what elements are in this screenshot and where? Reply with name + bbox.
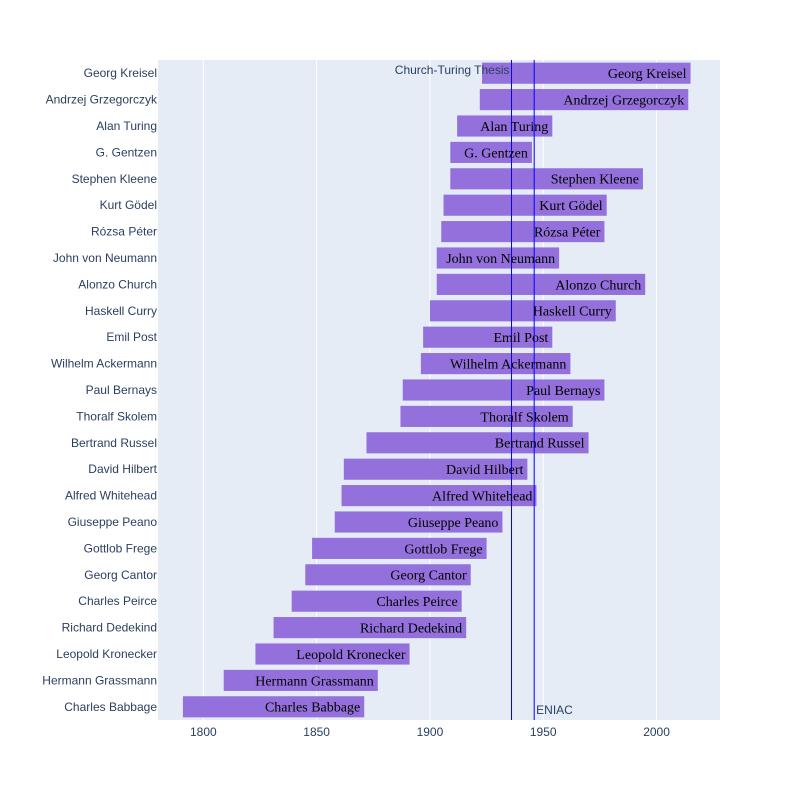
- y-tick-label: Alan Turing: [96, 119, 157, 133]
- bar-label: Paul Bernays: [526, 384, 600, 399]
- bar: [273, 617, 467, 639]
- reference-line-label: Church-Turing Thesis: [395, 63, 510, 77]
- bar-label: Wilhelm Ackermann: [450, 358, 566, 373]
- y-tick-label: G. Gentzen: [96, 145, 157, 159]
- bar: [291, 590, 462, 612]
- bar: [223, 669, 378, 691]
- bar: [341, 485, 537, 507]
- y-tick-label: Hermann Grassmann: [42, 673, 157, 687]
- y-tick-label: Thoralf Skolem: [76, 409, 157, 423]
- bar: [400, 405, 573, 427]
- reference-line-layer: [511, 60, 535, 720]
- bar-label: Charles Babbage: [265, 701, 360, 716]
- x-tick-label: 1950: [530, 725, 557, 739]
- bar: [312, 537, 487, 559]
- bar-label: Bertrand Russel: [495, 437, 585, 452]
- bar-label: Stephen Kleene: [551, 173, 639, 188]
- bar-label: Andrzej Grzegorczyk: [563, 94, 684, 109]
- y-tick-label: Andrzej Grzegorczyk: [46, 93, 158, 107]
- bar: [443, 194, 607, 216]
- bar-layer: [182, 62, 691, 718]
- y-tick-label: Giuseppe Peano: [68, 515, 158, 529]
- bar: [182, 696, 365, 718]
- y-tick-label: Bertrand Russel: [71, 436, 157, 450]
- bar-label: Alan Turing: [480, 120, 548, 135]
- y-tick-label: Charles Babbage: [64, 700, 157, 714]
- bar-label: Alfred Whitehead: [432, 490, 532, 505]
- bar-label: Leopold Kronecker: [296, 648, 406, 663]
- bar: [436, 273, 646, 295]
- bar-label: Richard Dedekind: [360, 622, 462, 637]
- bar-label: John von Neumann: [446, 252, 555, 267]
- bar: [255, 643, 410, 665]
- bar-label: Alonzo Church: [555, 278, 641, 293]
- bar-label: Kurt Gödel: [539, 199, 602, 214]
- x-tick-label: 1850: [303, 725, 330, 739]
- y-tick-label: Emil Post: [106, 330, 157, 344]
- bar-label: Gottlob Frege: [404, 542, 482, 557]
- y-tick-label: Gottlob Frege: [84, 541, 158, 555]
- bar: [436, 247, 560, 269]
- bar-label: Charles Peirce: [376, 595, 457, 610]
- bar: [334, 511, 503, 533]
- y-tick-label: Georg Cantor: [84, 568, 157, 582]
- bar-label: Haskell Curry: [533, 305, 612, 320]
- bar-label: David Hilbert: [446, 463, 523, 478]
- x-tick-label: 1900: [417, 725, 444, 739]
- bar-label: Hermann Grassmann: [255, 674, 374, 689]
- bar: [457, 115, 553, 137]
- bar: [402, 379, 605, 401]
- bar-label: Rózsa Péter: [534, 226, 601, 241]
- y-tick-label: David Hilbert: [88, 462, 157, 476]
- bar-label: Georg Cantor: [390, 569, 467, 584]
- bar: [423, 326, 553, 348]
- label-layer: 1800 1850 1900 1950 2000 Georg Kreisel Georg K…: [42, 63, 686, 739]
- x-tick-label: 2000: [643, 725, 670, 739]
- bar: [429, 300, 616, 322]
- bar: [420, 353, 571, 375]
- y-tick-label: Rózsa Péter: [91, 225, 157, 239]
- bar-label: Emil Post: [493, 331, 548, 346]
- bar: [441, 221, 605, 243]
- y-tick-label: Alfred Whitehead: [65, 489, 157, 503]
- y-tick-label: Richard Dedekind: [62, 621, 157, 635]
- bar: [366, 432, 589, 454]
- bar: [305, 564, 471, 586]
- y-tick-label: Georg Kreisel: [84, 66, 157, 80]
- y-tick-label: Paul Bernays: [86, 383, 157, 397]
- reference-line-label: ENIAC: [536, 703, 573, 717]
- bar: [343, 458, 528, 480]
- y-tick-label: Haskell Curry: [85, 304, 157, 318]
- y-tick-label: Leopold Kronecker: [56, 647, 157, 661]
- y-tick-label: John von Neumann: [53, 251, 157, 265]
- x-tick-label: 1800: [190, 725, 217, 739]
- y-tick-label: Charles Peirce: [78, 594, 157, 608]
- bar: [450, 168, 643, 190]
- y-tick-label: Stephen Kleene: [72, 172, 158, 186]
- bar: [479, 89, 689, 111]
- y-tick-label: Kurt Gödel: [100, 198, 157, 212]
- y-tick-label: Wilhelm Ackermann: [51, 357, 157, 371]
- bar-label: Giuseppe Peano: [408, 516, 499, 531]
- bar-label: Thoralf Skolem: [480, 410, 568, 425]
- y-tick-label: Alonzo Church: [78, 277, 157, 291]
- bar-label: G. Gentzen: [464, 146, 528, 161]
- bar-label: Georg Kreisel: [608, 67, 687, 82]
